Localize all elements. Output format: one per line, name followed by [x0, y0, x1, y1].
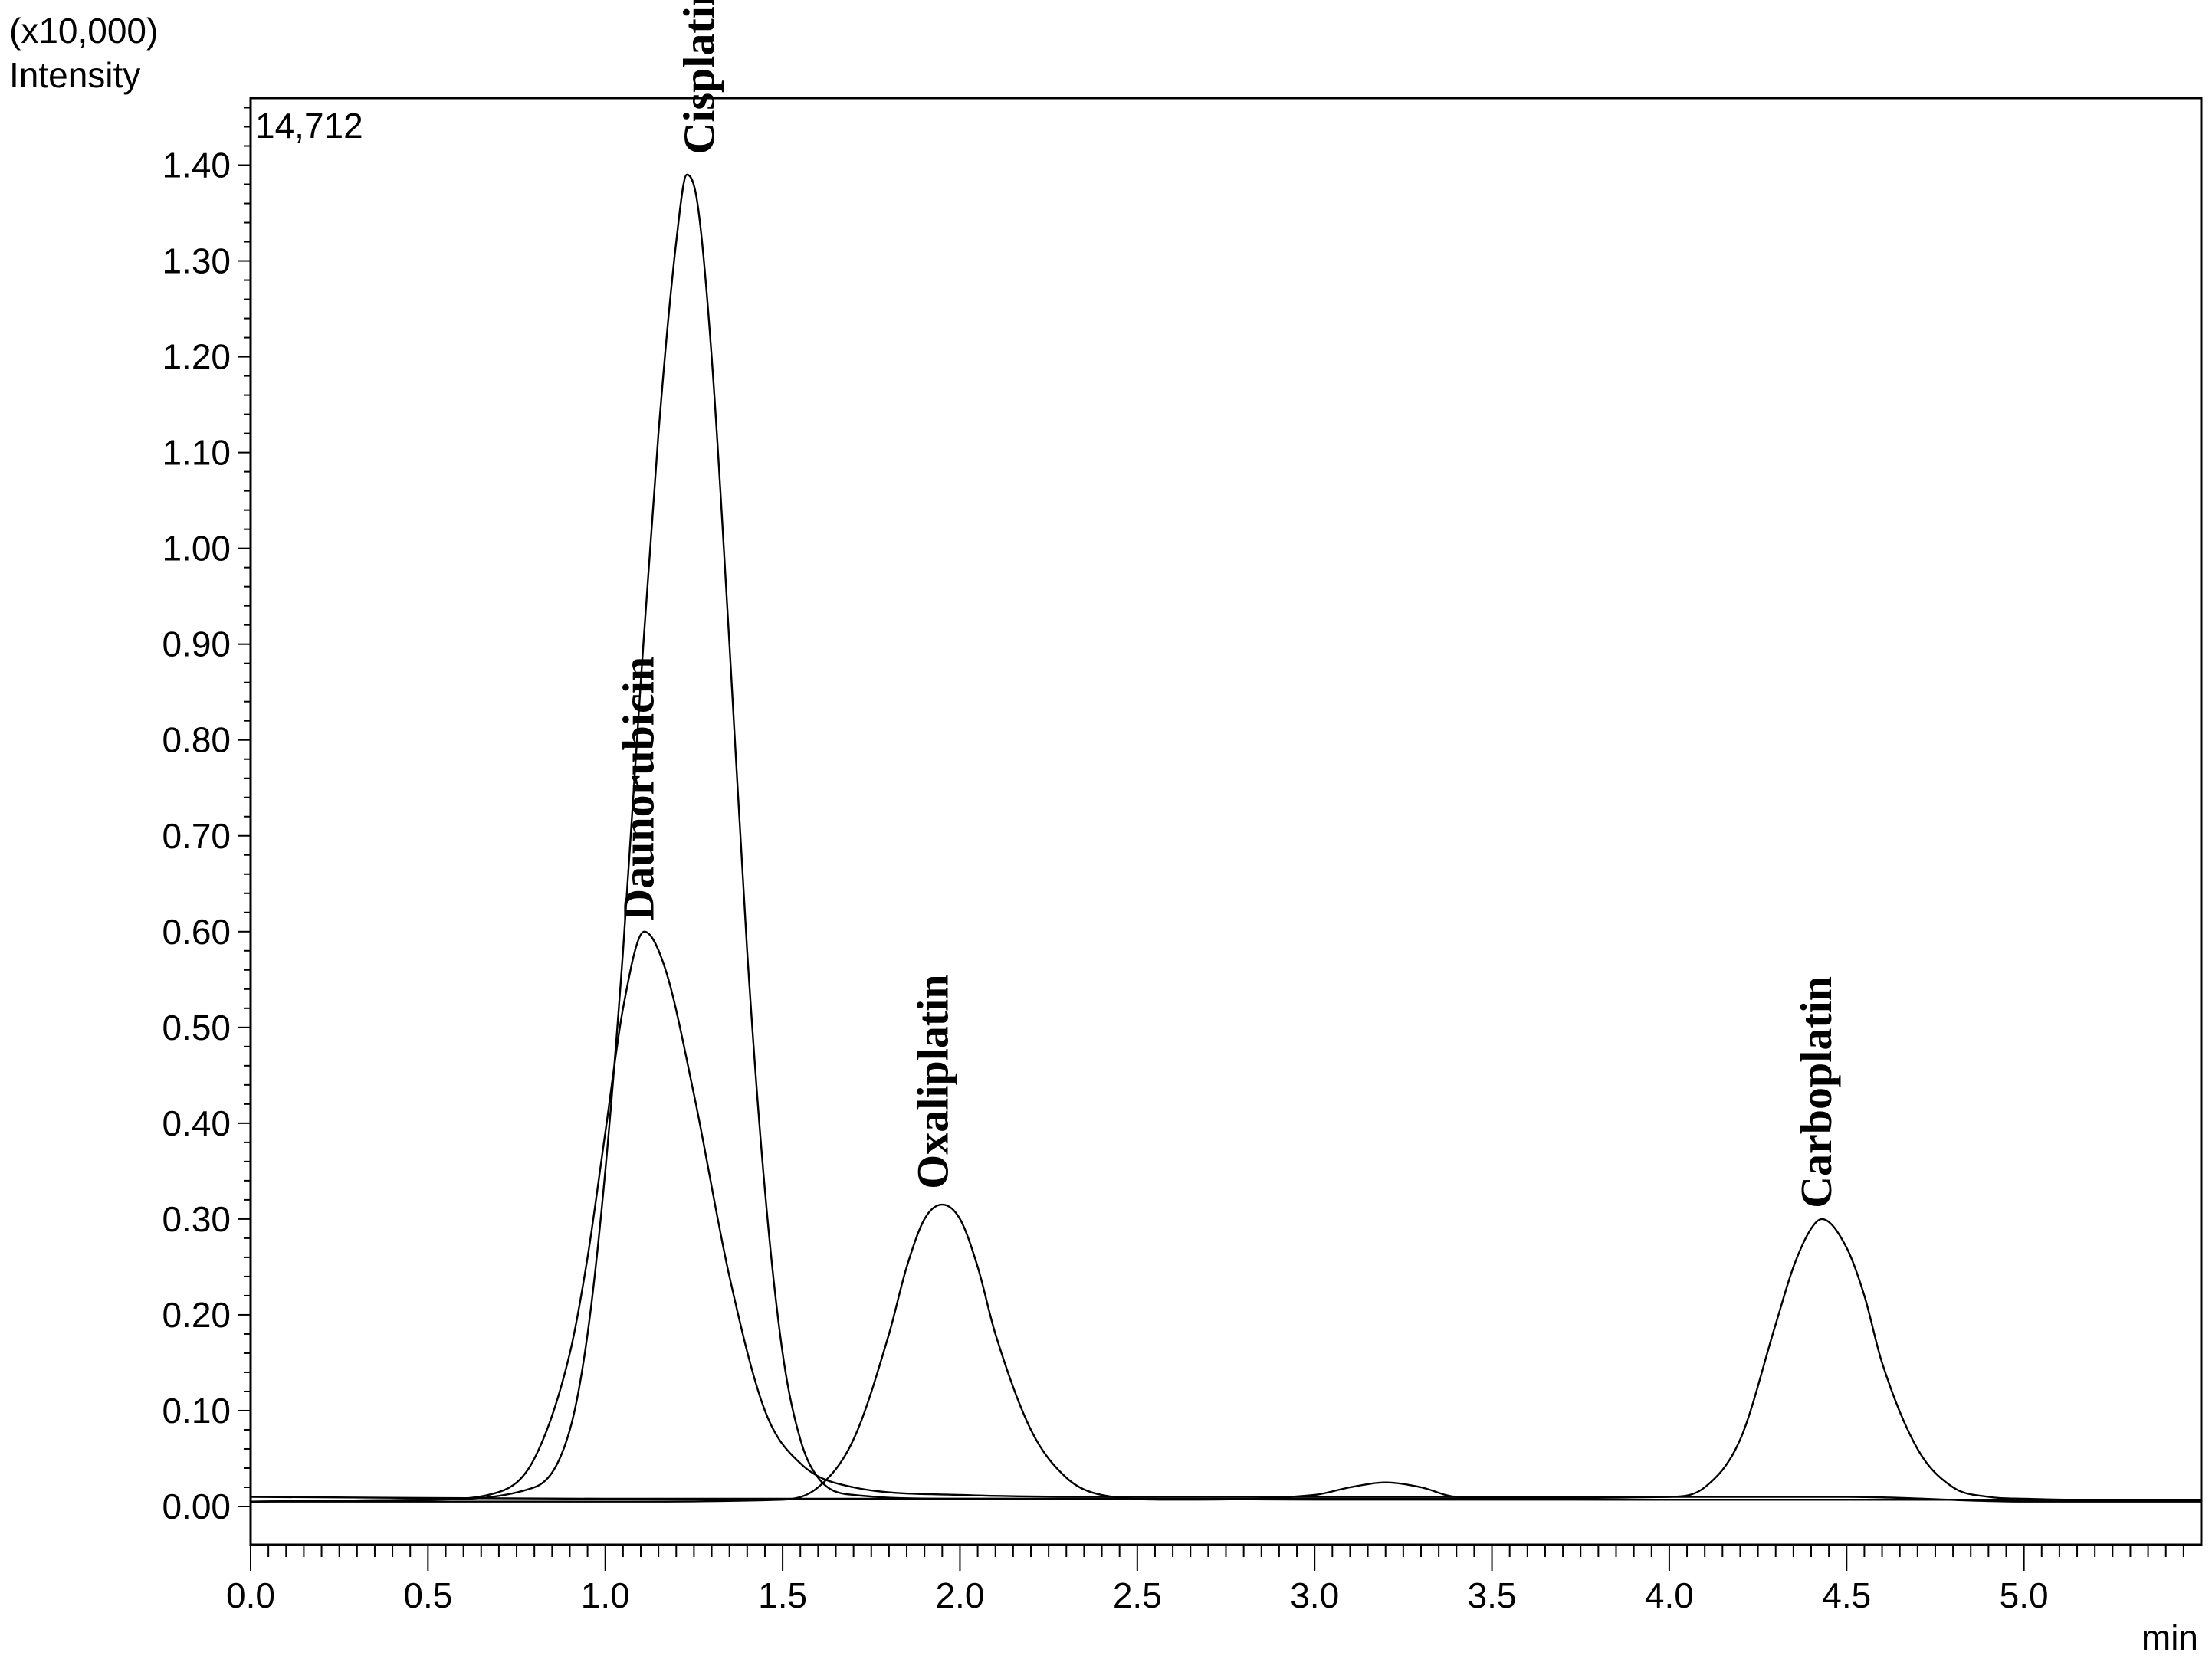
y-tick-label: 0.30 — [162, 1199, 231, 1239]
x-tick-label: 0.5 — [403, 1575, 452, 1615]
y-tick-label: 1.30 — [162, 241, 231, 281]
x-axis-ticks: 0.0 0.5 1.0 1.5 2.0 2.5 3.0 3.5 4.0 4.5 5.0 — [226, 1545, 2184, 1615]
y-tick-label: 1.00 — [162, 529, 231, 569]
x-tick-label: 4.5 — [1822, 1575, 1871, 1615]
y-tick-label: 1.20 — [162, 337, 231, 377]
x-tick-label: 5.0 — [2000, 1575, 2049, 1615]
y-tick-label: 0.00 — [162, 1487, 231, 1526]
y-tick-label: 0.90 — [162, 624, 231, 664]
series-layer — [250, 173, 2202, 1503]
y-tick-label: 1.10 — [162, 433, 231, 473]
y-axis-multiplier: (x10,000) — [9, 11, 158, 51]
y-tick-label: 0.10 — [162, 1391, 231, 1431]
x-tick-label: 1.5 — [758, 1575, 807, 1615]
chromatogram-trace-3 — [251, 1203, 2201, 1503]
x-axis-title: min — [2141, 1618, 2198, 1657]
chromatogram-trace-4 — [250, 1218, 2202, 1502]
y-tick-label: 1.40 — [162, 146, 231, 185]
peak-label-daunorubicin: Daunorubicin — [614, 657, 664, 921]
x-tick-label: 2.5 — [1113, 1575, 1162, 1615]
y-axis-title: Intensity — [9, 55, 140, 95]
y-tick-label: 0.50 — [162, 1008, 231, 1047]
y-tick-label: 0.20 — [162, 1295, 231, 1335]
y-tick-label: 0.40 — [162, 1103, 231, 1143]
x-tick-label: 2.0 — [935, 1575, 984, 1615]
x-tick-label: 3.0 — [1290, 1575, 1339, 1615]
chromatogram-trace-2 — [250, 173, 2201, 1503]
max-intensity-label: 14,712 — [255, 106, 363, 146]
peak-label-oxaliplatin: Oxaliplatin — [908, 974, 958, 1188]
y-tick-label: 0.70 — [162, 816, 231, 856]
peak-label-carboplatin: Carboplatin — [1791, 976, 1841, 1208]
y-tick-label: 0.80 — [162, 720, 231, 760]
y-axis-ticks: 0.00 0.10 0.20 0.30 0.40 0.50 0.60 0.70 0.80 0.90… — [162, 107, 251, 1526]
x-tick-label: 4.0 — [1645, 1575, 1694, 1615]
x-tick-label: 1.0 — [581, 1575, 630, 1615]
peak-label-cisplatin: Cisplatin — [674, 0, 724, 155]
x-tick-label: 3.5 — [1468, 1575, 1517, 1615]
y-tick-label: 0.60 — [162, 912, 231, 952]
peak-labels: Daunorubicin Cisplatin Oxaliplatin Carbopla… — [614, 0, 1841, 1208]
x-tick-label: 0.0 — [226, 1575, 275, 1615]
